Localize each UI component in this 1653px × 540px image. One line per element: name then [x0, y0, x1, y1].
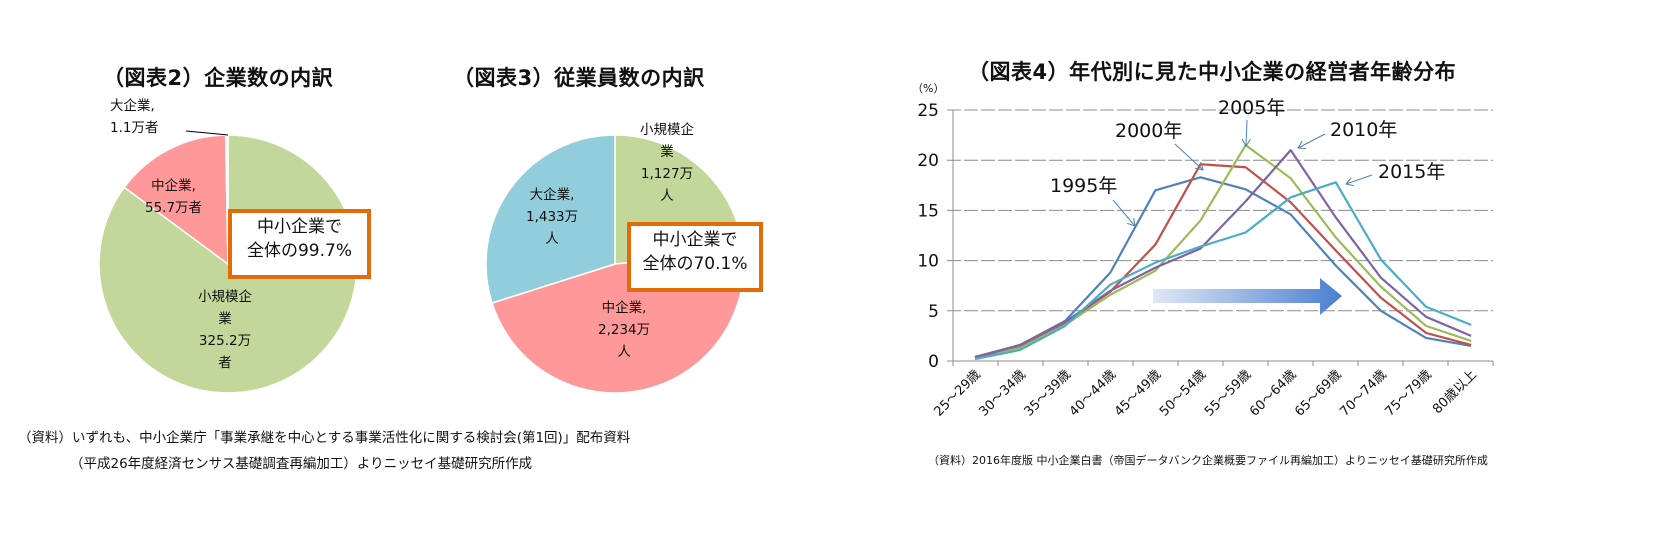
source-left-line2: （平成26年度経済センサス基礎調査再編加工）よりニッセイ基礎研究所作成: [70, 456, 533, 472]
label-line: 中企業,: [151, 178, 196, 194]
x-tick-label: 25～29歳: [931, 367, 983, 419]
x-tick-label: 65～69歳: [1292, 367, 1344, 419]
label-line: 業: [660, 144, 674, 160]
arrow-icon: [1345, 174, 1373, 185]
chart2-pie: [98, 130, 358, 394]
arrowhead-icon: [1297, 140, 1307, 150]
series-label: 2015年: [1378, 161, 1445, 183]
y-tick-label: 15: [917, 201, 939, 221]
label-line: 中企業,: [601, 300, 647, 316]
label-line: 1,127万: [640, 166, 694, 182]
label-line: 325.2万: [198, 333, 252, 349]
x-tick-label: 55～59歳: [1202, 367, 1254, 419]
source-left-line1: （資料）いずれも、中小企業庁「事業承継を中心とする事業活性化に関する検討会(第1…: [18, 430, 631, 446]
series-label: 2005年: [1218, 97, 1285, 119]
chart2-label-large: 大企業, 1.1万者: [110, 95, 158, 139]
chart3-label-small: 小規模企 業 1,127万 人: [640, 119, 694, 207]
arrow-icon: [1174, 143, 1204, 171]
label-line: 小規模企: [640, 122, 694, 138]
chart2-callout: 中小企業で 全体の99.7%: [228, 209, 371, 279]
chart4-title: （図表4）年代別に見た中小企業の経営者年齢分布: [968, 60, 1457, 84]
arrow-icon: [1112, 199, 1136, 227]
callout-line: 中小企業で: [652, 230, 738, 250]
chart2-label-medium: 中企業, 55.7万者: [145, 175, 202, 219]
series-line-2015年: [974, 181, 1472, 361]
callout-line: 全体の70.1%: [642, 254, 748, 274]
x-tick-label: 30～34歳: [977, 367, 1029, 419]
arrowhead-icon: [1241, 138, 1251, 147]
arrow-icon: [1297, 133, 1326, 149]
chart3-label-large: 大企業, 1,433万 人: [526, 184, 578, 250]
x-tick-label: 40～44歳: [1067, 367, 1119, 419]
y-tick-label: 20: [917, 151, 939, 171]
shift-arrow-icon: [1153, 278, 1342, 315]
x-tick-label: 45～49歳: [1112, 367, 1164, 419]
y-tick-label: 0: [928, 352, 939, 372]
label-line: 1,433万: [526, 209, 579, 225]
leader-line: [185, 130, 229, 136]
chart3-label-medium: 中企業, 2,234万 人: [598, 297, 650, 363]
chart2-slice: [123, 134, 229, 266]
x-tick-label: 80歳以上: [1430, 367, 1480, 417]
chart3-slice: [485, 134, 616, 304]
y-tick-label: 10: [917, 252, 939, 272]
series-label: 2000年: [1115, 120, 1182, 142]
x-tick-label: 35～39歳: [1022, 367, 1074, 419]
label-line: 2,234万: [598, 322, 651, 338]
x-tick-label: 75～79歳: [1382, 367, 1434, 419]
label-line: 人: [545, 231, 559, 247]
series-line-2010年: [974, 149, 1472, 360]
arrow-icon: [1245, 119, 1248, 147]
label-line: 小規模企: [198, 289, 252, 305]
x-tick-label: 60～64歳: [1247, 367, 1299, 419]
label-line: 業: [218, 311, 232, 327]
arrowhead-icon: [1127, 217, 1136, 227]
label-line: 大企業,: [529, 187, 575, 203]
chart2-title: （図表2）企業数の内訳: [103, 66, 334, 90]
label-line: 1.1万者: [110, 120, 159, 136]
callout-line: 中小企業で: [257, 217, 342, 237]
label-line: 55.7万者: [145, 200, 203, 216]
chart4-line-chart: 0 5 10 15 20 25 25～29歳30～34歳35～39歳40～44歳45～49歳…: [917, 97, 1494, 420]
series-label: 1995年: [1050, 175, 1117, 197]
arrowhead-icon: [1345, 177, 1355, 187]
chart3-title: （図表3）従業員数の内訳: [453, 66, 705, 90]
chart4-y-unit: （%）: [912, 82, 945, 95]
y-tick-label: 5: [928, 302, 939, 322]
x-tick-label: 50～54歳: [1157, 367, 1209, 419]
label-line: 人: [617, 344, 631, 360]
chart4-source: （資料）2016年度版 中小企業白書（帝国データバンク企業概要ファイル再編加工）…: [928, 454, 1488, 467]
label-line: 者: [218, 355, 232, 371]
label-line: 大企業,: [110, 98, 155, 114]
x-tick-label: 70～74歳: [1337, 367, 1389, 419]
label-line: 人: [660, 188, 674, 204]
chart3-callout: 中小企業で 全体の70.1%: [627, 222, 763, 292]
chart2-label-small: 小規模企 業 325.2万 者: [198, 286, 252, 374]
arrowhead-icon: [1194, 162, 1204, 171]
callout-line: 全体の99.7%: [246, 241, 352, 261]
y-tick-label: 25: [917, 101, 939, 121]
series-label: 2010年: [1330, 119, 1397, 141]
